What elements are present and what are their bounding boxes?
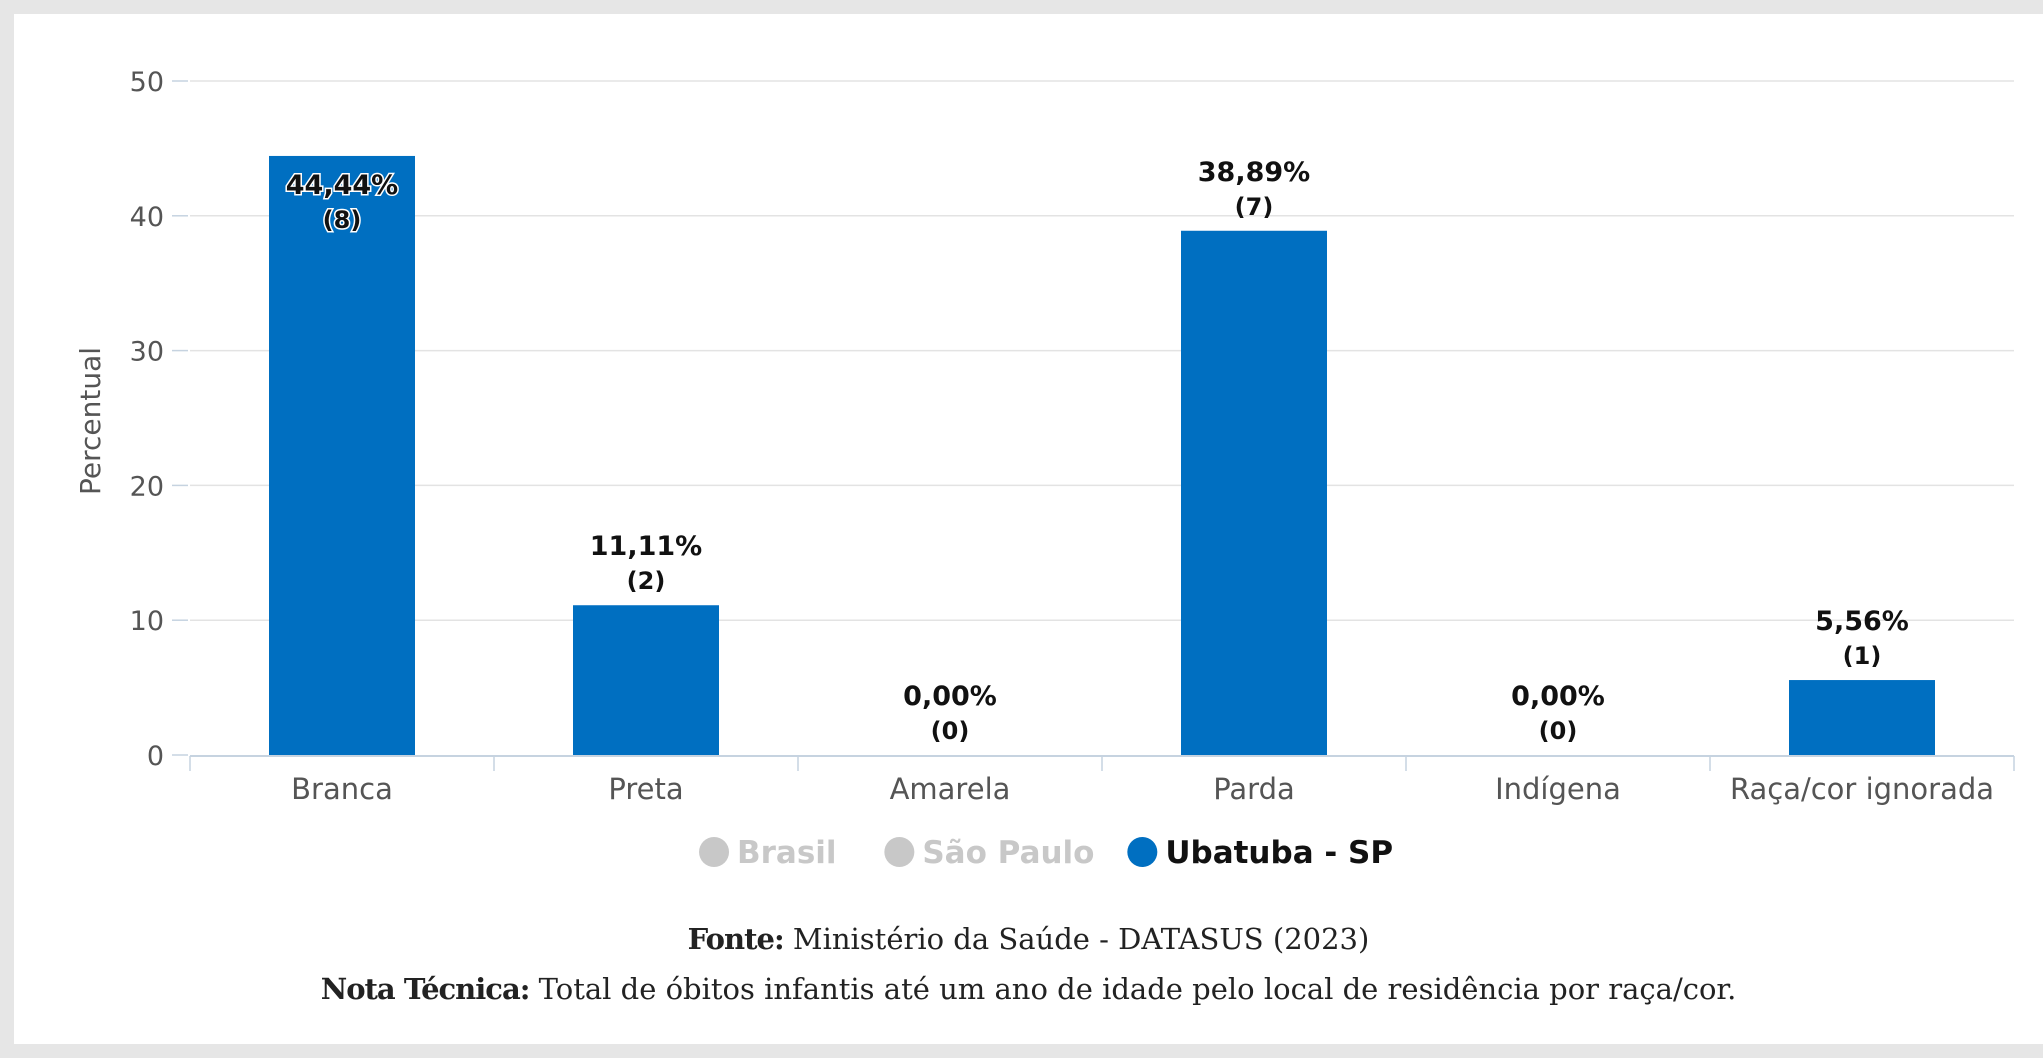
data-label-percent: 11,11% [590,531,702,562]
legend-marker [699,837,730,867]
data-label-count: (0) [931,717,970,745]
bar [269,155,415,756]
source-text: Ministério da Saúde - DATASUS (2023) [792,922,1370,956]
x-tick-label: Indígena [1495,772,1621,806]
data-label-count: (0) [1539,717,1578,745]
data-label-percent: 38,89% [1198,157,1310,188]
x-tick-label: Raça/cor ignorada [1730,772,1994,806]
x-tick-label: Amarela [890,772,1011,806]
y-tick-label: 40 [130,202,164,233]
y-axis-title: Percentual [74,347,107,495]
x-tick-label: Parda [1213,772,1295,806]
legend-marker [884,837,915,867]
source-line: Fonte: Ministério da Saúde - DATASUS (20… [14,922,2043,956]
data-label-percent: 0,00% [1511,681,1605,712]
legend-label: São Paulo [922,835,1094,871]
y-tick-label: 0 [147,741,164,772]
y-tick-label: 20 [130,471,164,502]
chart-frame: 0 10 20 30 40 50 Percentual Branca 44,44% (8) Pret… [14,14,2043,1044]
y-tick-label: 10 [130,606,164,637]
data-label-count: (7) [1235,193,1274,221]
legend-marker [1127,837,1158,867]
bar [1181,230,1327,755]
y-tick-label: 30 [130,337,164,368]
data-label-percent: 5,56% [1815,606,1909,637]
source-label: Fonte: [687,922,785,956]
legend-label: Ubatuba - SP [1165,835,1393,871]
bar-chart: 0 10 20 30 40 50 Percentual Branca 44,44% (8) Pret… [74,67,2015,871]
data-label-percent: 44,44% [286,170,398,201]
x-tick-label: Branca [291,772,393,806]
data-label-count: (8) [323,206,362,234]
data-label-percent: 0,00% [903,681,997,712]
x-tick-label: Preta [608,772,683,806]
legend-label: Brasil [737,835,837,871]
technical-note-text: Total de óbitos infantis até um ano de i… [538,972,1737,1006]
y-tick-label: 50 [130,67,164,98]
bar [573,605,719,755]
data-label-count: (1) [1843,642,1882,670]
data-label-count: (2) [627,567,666,595]
technical-note-label: Nota Técnica: [320,972,531,1006]
bar [1789,680,1935,755]
technical-note-line: Nota Técnica: Total de óbitos infantis a… [14,972,2043,1006]
